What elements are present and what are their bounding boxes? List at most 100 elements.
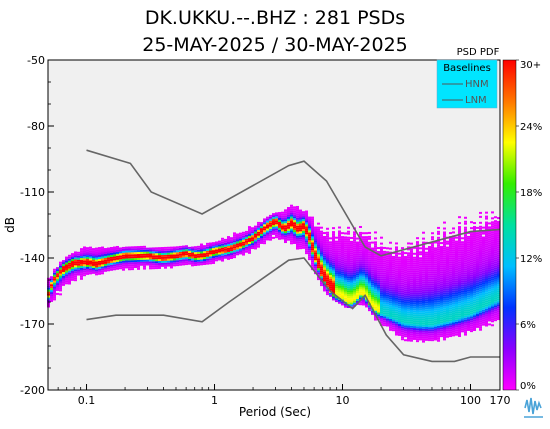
pdf-cell — [464, 313, 467, 316]
pdf-cell — [452, 237, 455, 240]
pdf-cell — [485, 322, 488, 325]
pdf-cell — [299, 215, 302, 218]
pdf-cell — [332, 290, 335, 293]
pdf-cell — [242, 237, 245, 240]
pdf-cell — [497, 278, 500, 281]
pdf-cell — [161, 256, 164, 259]
pdf-cell — [440, 269, 443, 272]
pdf-cell — [221, 251, 224, 254]
pdf-cell — [431, 293, 434, 296]
pdf-cell — [398, 252, 401, 255]
pdf-cell — [434, 308, 437, 311]
pdf-cell — [476, 302, 479, 305]
pdf-cell — [56, 279, 59, 282]
pdf-cell — [452, 314, 455, 317]
pdf-cell — [395, 327, 398, 330]
pdf-cell — [344, 264, 347, 267]
pdf-cell — [182, 253, 185, 256]
pdf-cell — [470, 239, 473, 242]
pdf-cell — [83, 262, 86, 265]
pdf-cell — [362, 277, 365, 280]
pdf-cell — [338, 248, 341, 251]
pdf-cell — [395, 293, 398, 296]
pdf-cell — [401, 255, 404, 258]
pdf-cell — [170, 256, 173, 259]
pdf-cell — [428, 277, 431, 280]
pdf-cell — [356, 287, 359, 290]
pdf-cell — [395, 297, 398, 300]
pdf-cell — [281, 215, 284, 218]
pdf-cell — [83, 266, 86, 269]
pdf-cell — [437, 258, 440, 261]
pdf-cell — [410, 268, 413, 271]
pdf-cell — [491, 235, 494, 238]
pdf-cell — [86, 264, 89, 267]
pdf-cell — [485, 310, 488, 313]
pdf-cell — [431, 277, 434, 280]
pdf-cell — [437, 274, 440, 277]
pdf-cell — [455, 268, 458, 271]
pdf-cell — [464, 276, 467, 279]
pdf-cell — [413, 314, 416, 317]
pdf-cell — [443, 269, 446, 272]
pdf-cell — [437, 323, 440, 326]
pdf-cell — [287, 232, 290, 235]
pdf-cell — [494, 259, 497, 262]
pdf-cell — [299, 227, 302, 230]
pdf-cell — [344, 236, 347, 239]
pdf-cell — [395, 333, 398, 336]
pdf-cell — [314, 250, 317, 253]
pdf-cell — [296, 229, 299, 232]
pdf-cell — [305, 220, 308, 223]
pdf-cell — [299, 229, 302, 232]
pdf-cell — [353, 233, 356, 236]
pdf-cell — [77, 255, 80, 258]
pdf-cell — [65, 258, 68, 261]
pdf-cell — [338, 230, 341, 233]
pdf-cell — [362, 283, 365, 286]
pdf-cell — [113, 268, 116, 271]
pdf-cell — [440, 265, 443, 268]
pdf-cell — [410, 304, 413, 307]
pdf-cell — [317, 270, 320, 273]
pdf-cell — [326, 241, 329, 244]
pdf-cell — [434, 314, 437, 317]
pdf-cell — [335, 278, 338, 281]
pdf-cell — [461, 245, 464, 248]
pdf-cell — [371, 277, 374, 280]
pdf-cell — [161, 252, 164, 255]
pdf-cell — [386, 255, 389, 258]
pdf-cell — [149, 265, 152, 268]
pdf-cell — [86, 261, 89, 264]
pdf-cell — [422, 259, 425, 262]
pdf-cell — [386, 290, 389, 293]
pdf-cell — [476, 284, 479, 287]
pdf-cell — [473, 309, 476, 312]
pdf-cell — [485, 217, 488, 220]
pdf-cell — [440, 329, 443, 332]
pdf-cell — [425, 259, 428, 262]
pdf-cell — [182, 259, 185, 262]
pdf-cell — [179, 251, 182, 254]
pdf-cell — [89, 268, 92, 271]
pdf-cell — [461, 316, 464, 319]
pdf-cell — [242, 231, 245, 234]
pdf-cell — [50, 282, 53, 285]
pdf-cell — [335, 258, 338, 261]
pdf-cell — [71, 261, 74, 264]
pdf-cell — [422, 247, 425, 250]
pdf-cell — [413, 316, 416, 319]
pdf-cell — [350, 286, 353, 289]
pdf-cell — [398, 308, 401, 311]
pdf-cell — [191, 260, 194, 263]
pdf-cell — [485, 221, 488, 224]
pdf-cell — [422, 334, 425, 337]
pdf-cell — [449, 335, 452, 338]
pdf-cell — [440, 259, 443, 262]
pdf-cell — [281, 217, 284, 220]
pdf-cell — [377, 262, 380, 265]
pdf-cell — [470, 330, 473, 333]
pdf-cell — [101, 260, 104, 263]
pdf-cell — [434, 316, 437, 319]
pdf-cell — [482, 317, 485, 320]
